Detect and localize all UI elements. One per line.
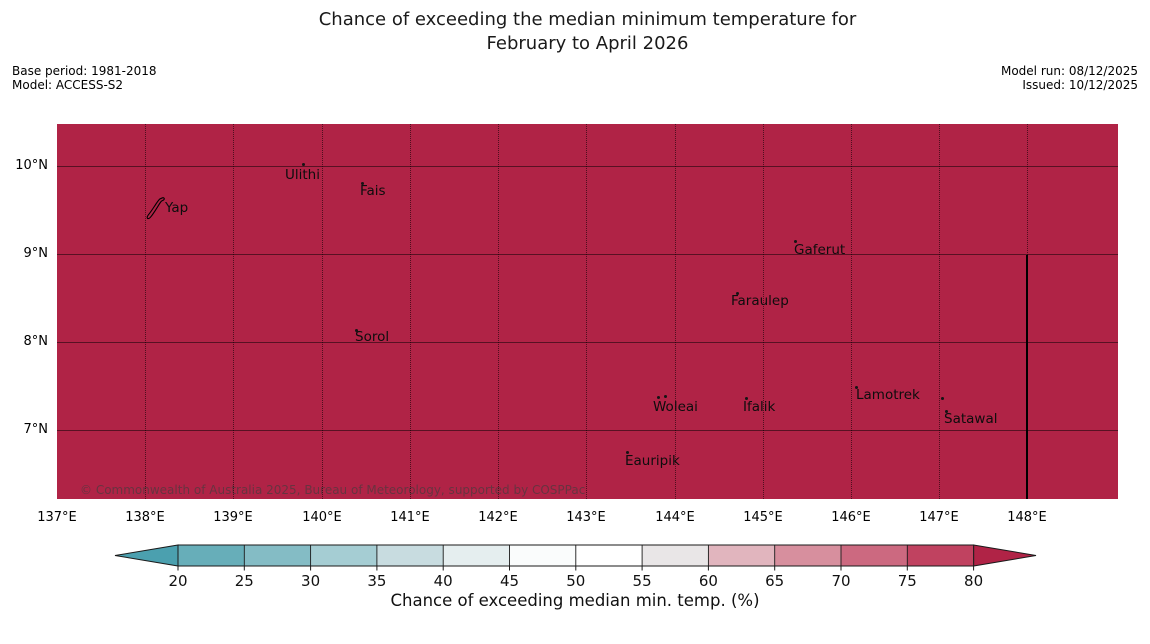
figure-title-line1: Chance of exceeding the median minimum t… [318,9,857,30]
longitude-tick-label: 146°E [831,510,871,525]
colorbar-tick-label: 60 [699,572,718,590]
longitude-gridline [675,124,676,499]
colorbar-segment [244,545,311,566]
place-label-woleai: Woleai [653,399,698,415]
latitude-tick-label: 8°N [23,334,49,349]
figure-title: Chance of exceeding the median minimum t… [57,8,1118,56]
longitude-tick-label: 147°E [919,510,959,525]
latitude-gridline [57,254,1118,255]
colorbar-tick-label: 45 [500,572,519,590]
place-label-lamotrek: Lamotrek [856,387,920,403]
colorbar-segment [774,545,841,566]
place-label-fais: Fais [360,183,386,199]
latitude-tick-label: 9°N [23,246,49,261]
latitude-tick-label: 7°N [23,422,49,437]
meta-left: Base period: 1981-2018 Model: ACCESS-S2 [12,64,157,92]
model-name-label: Model: ACCESS-S2 [12,78,124,92]
place-label-yap: Yap [165,200,189,216]
colorbar-segment [178,545,245,566]
longitude-gridline [939,124,940,499]
colorbar-segment [310,545,377,566]
colorbar-tick-label: 25 [235,572,254,590]
island-marker-lamotrek [855,386,858,389]
colorbar-tick-label: 35 [367,572,386,590]
figure-title-line2: February to April 2026 [486,33,689,54]
island-marker-ifalik [745,397,748,400]
issued-date-label: Issued: 10/12/2025 [1022,78,1138,92]
map-area: © Commonwealth of Australia 2025, Bureau… [57,124,1118,499]
longitude-gridline [763,124,764,499]
yap-island-outline [146,197,165,220]
longitude-tick-label: 139°E [213,510,253,525]
colorbar-tick-label: 50 [566,572,585,590]
place-label-gaferut: Gaferut [794,242,846,258]
island-marker-fais [361,182,364,185]
longitude-tick-label: 138°E [125,510,165,525]
longitude-gridline [233,124,234,499]
colorbar-tick-label: 70 [831,572,850,590]
colorbar: 20 25 30 35 40 45 50 55 60 65 70 75 80 [114,544,1037,590]
colorbar-segment [642,545,709,566]
longitude-gridline [586,124,587,499]
colorbar-segment [841,545,908,566]
colorbar-segment [575,545,643,566]
colorbar-tick-label: 40 [434,572,453,590]
colorbar-segment [907,545,974,566]
longitude-tick-label: 144°E [655,510,695,525]
longitude-gridline [410,124,411,499]
colorbar-under-arrow [114,544,179,567]
colorbar-segment [376,545,444,566]
maritime-boundary-line [1026,255,1028,499]
place-label-faraulep: Faraulep [731,293,789,309]
longitude-gridline [145,124,146,499]
model-run-label: Model run: 08/12/2025 [1000,64,1138,78]
latitude-tick-label: 10°N [15,158,48,173]
longitude-tick-label: 148°E [1007,510,1047,525]
base-period-label: Base period: 1981-2018 [12,64,157,78]
place-label-satawal: Satawal [944,411,998,427]
colorbar-tick-label: 75 [898,572,917,590]
longitude-tick-label: 145°E [743,510,783,525]
colorbar-segment [443,545,510,566]
latitude-gridline [57,166,1118,167]
colorbar-label: Chance of exceeding median min. temp. (%… [390,591,760,610]
place-label-ulithi: Ulithi [285,167,320,183]
island-marker-woleai [664,395,667,398]
latitude-gridline [57,342,1118,343]
longitude-tick-label: 137°E [37,510,77,525]
colorbar-tick-label: 65 [765,572,784,590]
colorbar-tick-label: 20 [168,572,187,590]
colorbar-segment [708,545,775,566]
longitude-tick-label: 141°E [390,510,430,525]
latitude-gridline [57,430,1118,431]
island-marker-gaferut [794,240,797,243]
longitude-tick-label: 143°E [566,510,606,525]
colorbar-over-arrow [973,544,1037,567]
place-label-eauripik: Eauripik [625,453,680,469]
longitude-tick-label: 142°E [478,510,518,525]
island-marker-eauripik [626,451,629,454]
meta-right: Model run: 08/12/2025 Issued: 10/12/2025 [1001,64,1138,92]
island-marker-lamotrek [941,397,944,400]
island-marker-faraulep [736,292,739,295]
yap-island-shape [146,197,165,220]
island-marker-ulithi [302,163,305,166]
colorbar-tick-label: 55 [633,572,652,590]
longitude-tick-label: 140°E [302,510,342,525]
place-label-ifalik: Ifalik [743,399,776,415]
island-marker-sorol [355,329,358,332]
colorbar-tick-label: 30 [301,572,320,590]
copyright-notice: © Commonwealth of Australia 2025, Bureau… [80,483,586,497]
place-label-sorol: Sorol [355,329,390,345]
colorbar-tick-label: 80 [964,572,983,590]
longitude-gridline [498,124,499,499]
colorbar-segment [509,545,576,566]
longitude-gridline [851,124,852,499]
island-marker-woleai [657,396,660,399]
longitude-gridline [322,124,323,499]
island-marker-satawal [945,410,948,413]
